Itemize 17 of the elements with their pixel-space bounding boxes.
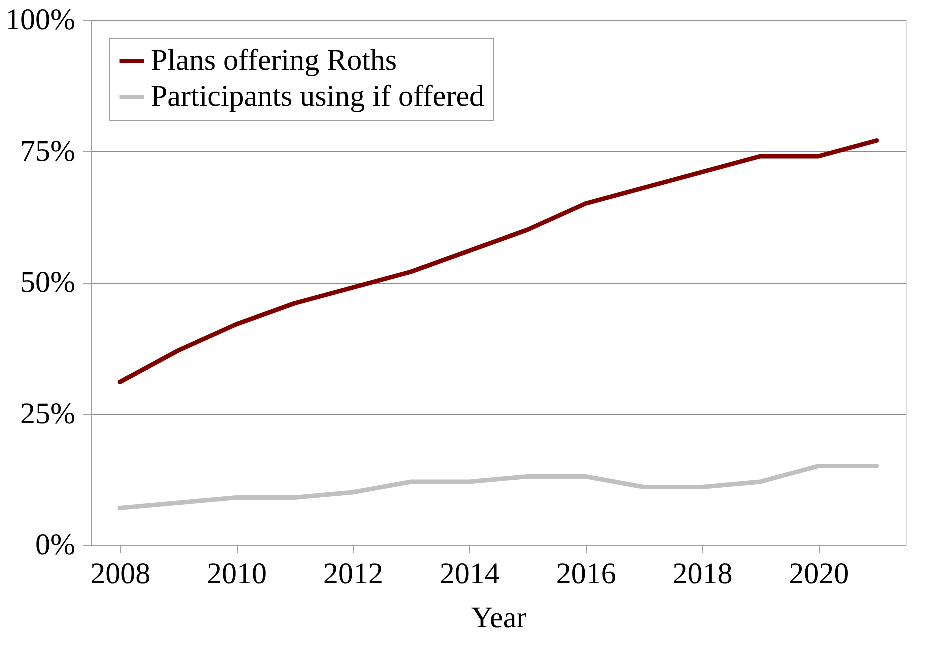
- x-tick-label: 2014: [440, 558, 500, 590]
- y-tick-label: 50%: [20, 266, 76, 299]
- x-tick-label: 2008: [90, 558, 151, 590]
- y-tick-label: 0%: [36, 528, 76, 562]
- x-tick-label: 2020: [789, 558, 850, 590]
- legend-label: Participants using if offered: [151, 80, 485, 113]
- y-tick-label: 25%: [20, 397, 76, 430]
- y-tick-label: 100%: [6, 4, 76, 36]
- x-tick-label: 2012: [323, 558, 384, 590]
- x-tick-label: 2018: [672, 558, 733, 590]
- line-series: [118, 138, 880, 384]
- x-tick-label: 2010: [207, 558, 268, 590]
- x-tick-label: 2016: [556, 558, 616, 590]
- x-axis-title: Year: [471, 602, 527, 634]
- y-tick-label: 75%: [20, 134, 76, 168]
- line-series: [118, 464, 880, 510]
- legend-label: Plans offering Roths: [151, 44, 398, 77]
